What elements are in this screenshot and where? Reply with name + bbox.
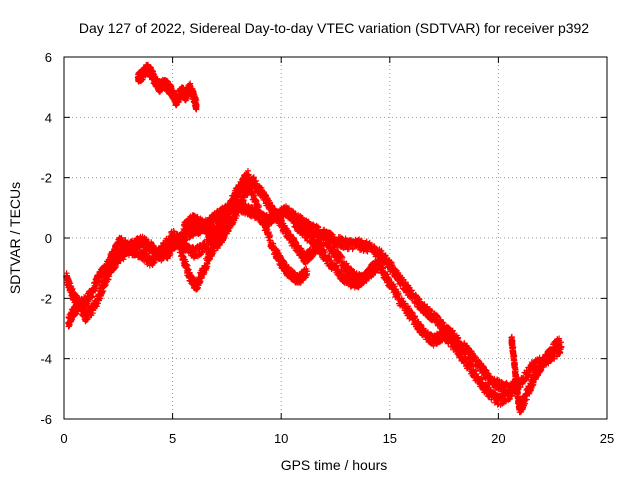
y-tick-label: 4 — [45, 110, 52, 125]
x-tick-label: 10 — [274, 431, 288, 446]
series-track-1 — [65, 171, 311, 330]
y-tick-label: -2 — [40, 171, 52, 186]
data-points — [63, 61, 565, 416]
x-tick-label: 0 — [60, 431, 67, 446]
grid — [64, 57, 607, 419]
y-tick-label: 0 — [45, 231, 52, 246]
y-tick-label: -2 — [40, 291, 52, 306]
y-tick-label: -6 — [40, 412, 52, 427]
x-tick-label: 25 — [600, 431, 614, 446]
x-tick-label: 20 — [491, 431, 505, 446]
y-tick-label: 6 — [45, 50, 52, 65]
chart-title: Day 127 of 2022, Sidereal Day-to-day VTE… — [79, 20, 589, 36]
data-point-fill — [167, 251, 174, 258]
x-tick-label: 15 — [383, 431, 397, 446]
series-track-0 — [63, 196, 565, 397]
x-tick-label: 5 — [169, 431, 176, 446]
data-point-fill — [382, 252, 389, 259]
series-track-2 — [134, 61, 200, 113]
y-tick-label: -4 — [40, 352, 52, 367]
